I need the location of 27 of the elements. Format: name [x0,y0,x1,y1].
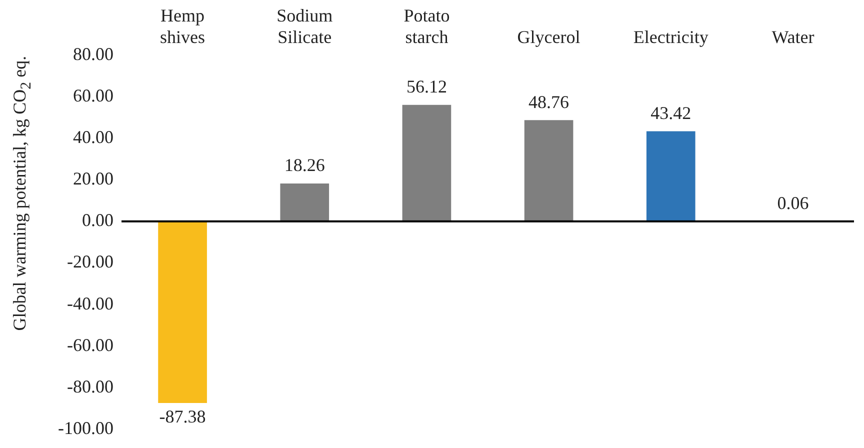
data-label: 0.06 [777,193,809,214]
y-tick-label: -40.00 [66,293,114,314]
x-tick-label: Potato starch [404,6,450,48]
x-tick-label: Electricity [633,27,708,48]
bar [280,183,330,222]
y-tick-label: 0.00 [82,210,114,230]
data-label: 18.26 [284,155,325,176]
data-label: 43.42 [650,102,692,123]
data-label: 48.76 [528,92,570,112]
x-tick-label: Glycerol [517,27,580,48]
y-tick-label: 60.00 [72,85,114,106]
x-tick-label: Hemp shives [160,6,206,48]
y-tick-label: -60.00 [66,334,114,355]
y-tick-label: -80.00 [66,376,114,396]
y-tick-label: -100.00 [58,418,114,438]
bar [158,221,207,403]
y-tick-label: 20.00 [72,168,114,189]
data-label: -87.38 [159,406,206,427]
x-tick-label: Water [772,27,814,48]
y-tick-label: -20.00 [66,252,114,272]
x-tick-label: Sodium Silicate [276,6,333,48]
y-tick-label: 40.00 [72,127,114,148]
bar [524,120,574,222]
bar [402,104,452,222]
data-label: 56.12 [406,76,447,97]
bar [646,131,696,222]
y-tick-label: 80.00 [72,44,114,64]
